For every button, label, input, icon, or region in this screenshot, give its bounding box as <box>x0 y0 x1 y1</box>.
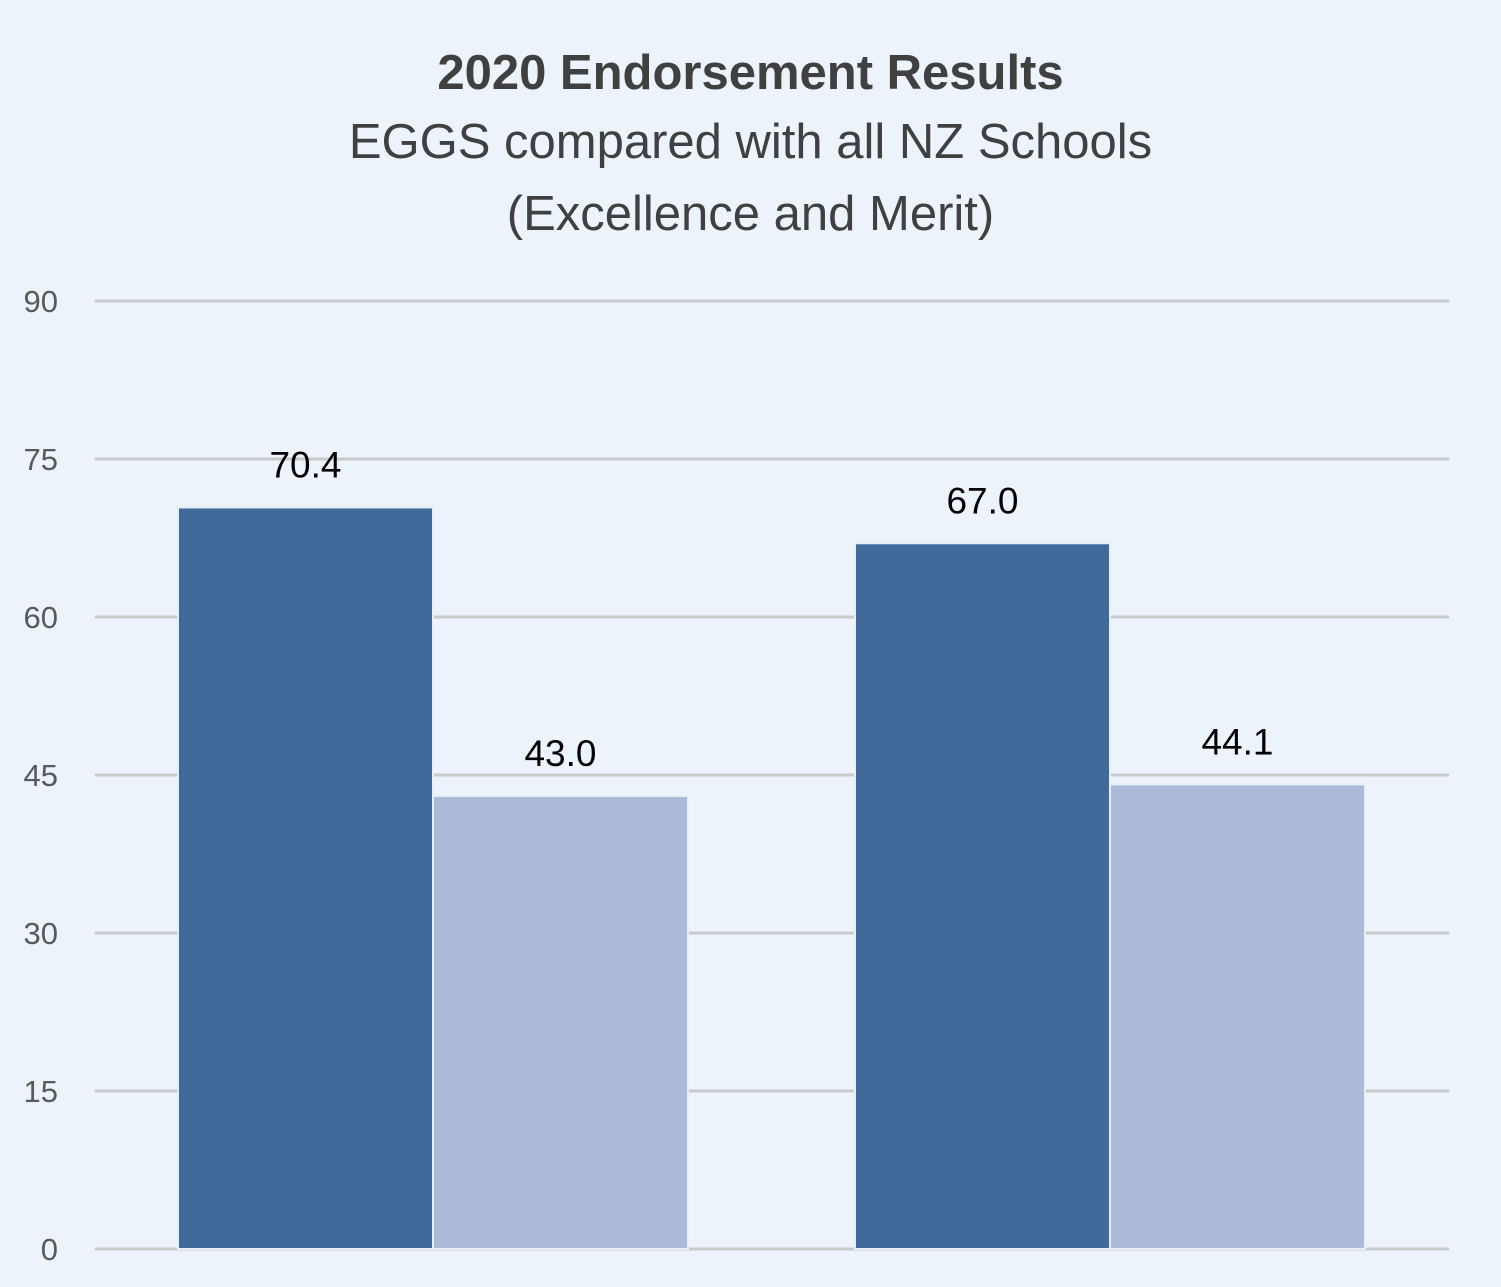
y-tick-label-75: 75 <box>24 442 58 477</box>
bar-series-2-group-2 <box>1109 783 1366 1250</box>
y-tick-label-0: 0 <box>41 1232 58 1267</box>
y-tick-label-15: 15 <box>24 1074 58 1109</box>
y-tick-label-45: 45 <box>24 758 58 793</box>
data-label-series-2-group-1: 43.0 <box>524 733 596 774</box>
chart-subtitle-line-1: EGGS compared with all NZ Schools <box>348 115 1153 169</box>
data-label-series-2-group-2: 44.1 <box>1201 721 1273 762</box>
bar-series-1-group-1 <box>177 506 434 1251</box>
chart-subtitle-line-2: (Excellence and Merit) <box>506 187 995 241</box>
data-label-series-1-group-1: 70.4 <box>269 444 341 485</box>
y-tick-label-90: 90 <box>24 284 58 319</box>
y-tick-label-30: 30 <box>24 916 58 951</box>
data-label-series-1-group-2: 67.0 <box>946 480 1018 521</box>
bar-series-1-group-2 <box>854 542 1111 1250</box>
bar-series-2-group-1 <box>432 795 689 1250</box>
title-block: 2020 Endorsement Results EGGS compared w… <box>0 40 1501 250</box>
chart-title: 2020 Endorsement Results <box>437 46 1064 100</box>
y-tick-label-60: 60 <box>24 600 58 635</box>
